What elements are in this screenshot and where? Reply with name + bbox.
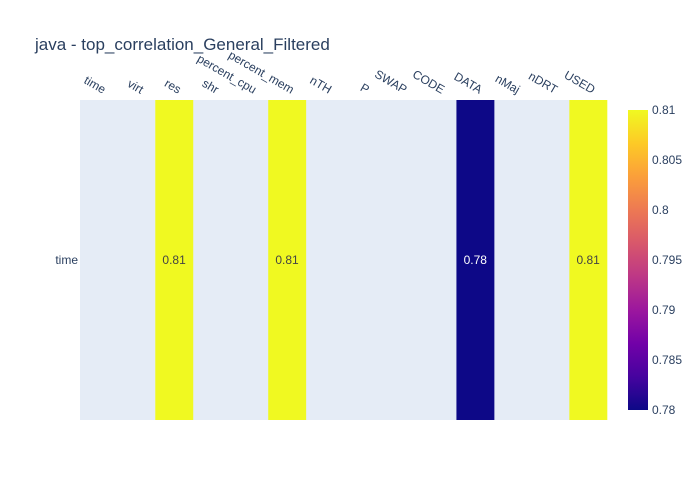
colorbar <box>628 110 648 410</box>
x-tick-shr: shr <box>200 76 221 96</box>
colorbar-tick-label: 0.805 <box>652 153 682 167</box>
x-tick-SWAP: SWAP <box>372 67 409 97</box>
colorbar-tick-label: 0.785 <box>652 353 682 367</box>
heatmap-cell-labels: 0.81 0.81 0.78 0.81 <box>162 253 600 267</box>
colorbar-tick-label: 0.81 <box>652 103 676 117</box>
heatmap-cell-USED <box>569 100 608 420</box>
x-tick-P: P <box>358 80 372 96</box>
colorbar-tick-label: 0.795 <box>652 253 682 267</box>
x-tick-virt: virt <box>125 76 146 96</box>
x-tick-CODE: CODE <box>410 67 447 96</box>
x-tick-nTH: nTH <box>308 73 335 96</box>
x-tick-nDRT: nDRT <box>526 69 561 97</box>
cell-label-DATA: 0.78 <box>464 253 488 267</box>
x-tick-time: time <box>82 73 109 97</box>
heatmap-cell-DATA <box>456 100 495 420</box>
x-tick-DATA: DATA <box>452 69 485 96</box>
cell-label-res: 0.81 <box>162 253 186 267</box>
cell-label-USED: 0.81 <box>577 253 601 267</box>
colorbar-tick-label: 0.8 <box>652 203 669 217</box>
colorbar-tick-label: 0.78 <box>652 403 676 417</box>
x-tick-res: res <box>162 76 183 96</box>
chart-title: java - top_correlation_General_Filtered <box>34 35 330 54</box>
colorbar-tick-label: 0.79 <box>652 303 676 317</box>
y-tick-time: time <box>55 253 78 267</box>
colorbar-ticks: 0.81 0.805 0.8 0.795 0.79 0.785 0.78 <box>652 103 682 417</box>
heatmap-cells <box>155 100 608 420</box>
heatmap-cell-percent_mem <box>268 100 307 420</box>
cell-label-percent_mem: 0.81 <box>275 253 299 267</box>
x-tick-nMaj: nMaj <box>493 71 523 96</box>
y-axis-ticks: time <box>55 253 78 267</box>
heatmap-cell-res <box>155 100 194 420</box>
x-tick-USED: USED <box>562 68 598 97</box>
